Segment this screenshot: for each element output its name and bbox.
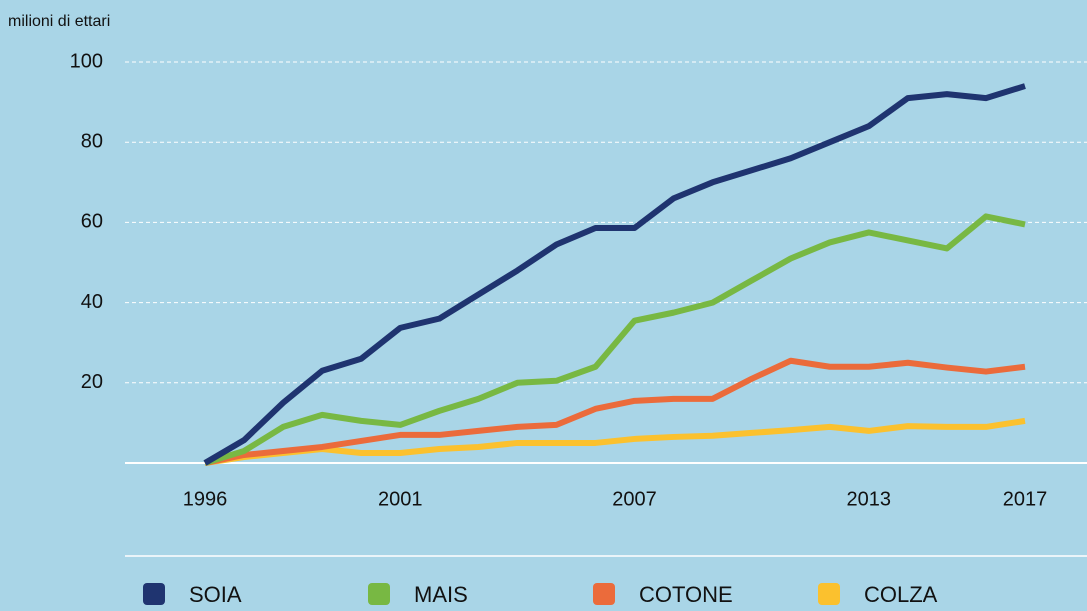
y-tick-label: 60 [81,211,103,233]
series-line [204,213,1026,466]
x-tick-label: 1996 [183,488,228,510]
series-line [203,83,1026,466]
legend-swatch [818,583,840,605]
y-tick-label: 20 [81,371,103,393]
series-line [204,357,1026,466]
y-tick-label: 100 [70,50,103,72]
x-tick-label: 2001 [378,488,423,510]
legend-label: COTONE [639,582,733,607]
x-tick-label: 2013 [847,488,892,510]
series-line [204,417,1026,466]
x-tick-label: 2017 [1003,488,1048,510]
legend-swatch [143,583,165,605]
legend-label: COLZA [864,582,938,607]
x-tick-label: 2007 [612,488,657,510]
y-tick-label: 40 [81,291,103,313]
legend-label: SOIA [189,582,242,607]
y-tick-label: 80 [81,130,103,152]
legend-swatch [368,583,390,605]
y-axis-label: milioni di ettari [8,13,110,30]
legend-label: MAIS [414,582,468,607]
legend-swatch [593,583,615,605]
